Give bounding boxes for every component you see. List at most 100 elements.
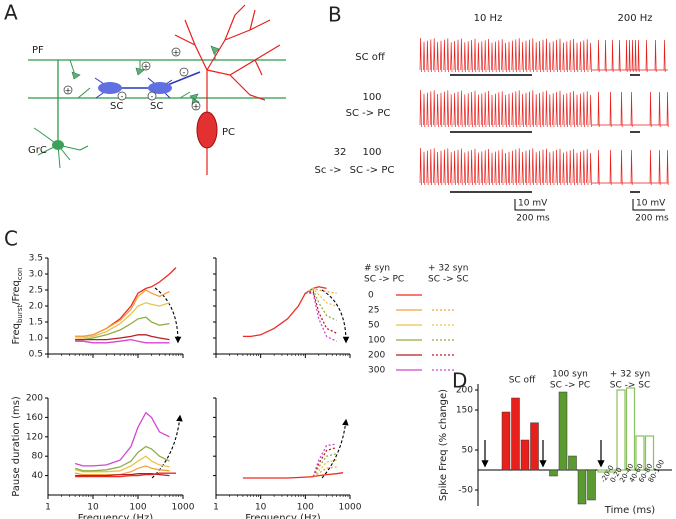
- bar: [577, 469, 587, 505]
- x-tick-label: 100: [297, 503, 314, 513]
- group-label: SC -> PC: [550, 381, 590, 391]
- synapse-sign: -: [151, 92, 154, 101]
- y-tick-label: 3.0: [29, 270, 44, 280]
- y-tick-label: 120: [26, 432, 43, 442]
- sign-circle: [191, 101, 201, 111]
- series-line: [74, 445, 170, 472]
- x-tick-label: 100: [129, 503, 146, 513]
- series-line: [312, 443, 337, 477]
- legend-label: 25: [368, 306, 379, 316]
- scale-label: 200 ms: [516, 214, 550, 224]
- row-label: 100: [362, 92, 381, 103]
- series-line: [305, 289, 337, 321]
- column-title: 200 Hz: [617, 13, 652, 24]
- row-label: 32: [334, 147, 347, 158]
- bar: [616, 389, 626, 471]
- y-tick-label: 200: [456, 386, 473, 396]
- row-label: SC -> PC: [350, 165, 395, 176]
- y-tick-label: 1.5: [29, 318, 43, 328]
- series-line: [75, 289, 170, 338]
- series-line: [74, 465, 170, 476]
- legend-label: 50: [368, 321, 380, 331]
- y-tick-label: 50: [462, 446, 474, 456]
- y-tick-label: 80: [32, 452, 44, 462]
- series-line: [75, 334, 170, 341]
- diagram-label: PC: [222, 127, 235, 138]
- synapse-sign: +: [143, 62, 150, 71]
- series-line: [312, 446, 337, 477]
- y-axis-label-part: burst: [16, 305, 24, 323]
- x-tick-label: 1: [45, 503, 51, 513]
- bar: [635, 435, 645, 471]
- legend-label: 200: [368, 351, 385, 361]
- y-tick-label: 2.0: [29, 302, 44, 312]
- y-tick-label: 150: [456, 406, 473, 416]
- bar: [549, 469, 558, 477]
- series-line: [312, 453, 337, 477]
- diagram-label: PF: [32, 45, 44, 56]
- sign-circle: [171, 47, 181, 57]
- legend-label: 300: [368, 366, 385, 376]
- x-tick-label: 1: [213, 503, 219, 513]
- row-label: SC off: [355, 52, 386, 63]
- diagram-label: SC: [110, 101, 123, 112]
- y-axis-label-part: /Freq: [11, 280, 22, 305]
- synapse-sign: +: [173, 48, 180, 57]
- synapse-sign: +: [193, 102, 200, 111]
- row-label: Sc ->: [314, 165, 341, 176]
- x-tick-label: 10: [87, 503, 99, 513]
- scale-label: 10 mV: [518, 199, 548, 209]
- series-line: [74, 455, 170, 473]
- bar: [644, 435, 655, 471]
- y-tick-label: 1.0: [29, 334, 44, 344]
- panel-label: A: [4, 1, 18, 25]
- panel-label: B: [328, 3, 342, 27]
- series-line: [312, 466, 337, 478]
- y-tick-label: 160: [26, 413, 43, 423]
- diagram-label: GrC: [28, 145, 47, 156]
- y-tick-label: 40: [32, 471, 44, 481]
- legend-title: + 32 syn: [428, 264, 468, 274]
- series-line: [75, 472, 176, 478]
- y-tick-label: 3.5: [29, 254, 43, 264]
- series-line: [304, 287, 337, 307]
- voltage-trace: [419, 147, 669, 186]
- y-tick-label: 0.5: [29, 350, 43, 360]
- series-line: [75, 316, 170, 341]
- y-tick-label: -50: [458, 486, 473, 496]
- x-axis-label: Frequency (Hz): [78, 513, 154, 519]
- legend-label: 100: [368, 336, 385, 346]
- bar: [520, 439, 530, 471]
- panel-label: D: [452, 369, 467, 393]
- y-axis-label: Freqburst/Freqcon: [11, 268, 24, 345]
- series-line: [312, 459, 337, 478]
- series-line: [242, 286, 327, 338]
- row-label: SC -> PC: [346, 108, 391, 119]
- series-line: [305, 292, 337, 342]
- x-tick-label: 1000: [172, 503, 195, 513]
- group-label: + 32 syn: [610, 370, 650, 380]
- bar: [606, 469, 617, 473]
- x-tick-label: 10: [255, 503, 267, 513]
- legend-title: # syn: [364, 264, 390, 274]
- sign-circle: [63, 85, 73, 95]
- scale-bar: [632, 199, 665, 211]
- bar: [625, 387, 636, 471]
- series-line: [75, 302, 170, 339]
- y-tick-label: 200: [26, 394, 43, 404]
- synapse-sign: -: [183, 68, 186, 77]
- series-line: [74, 411, 170, 467]
- x-tick-label: 1000: [339, 503, 362, 513]
- bar: [511, 397, 520, 471]
- series-line: [305, 290, 337, 334]
- bar: [587, 469, 596, 501]
- column-title: 10 Hz: [474, 13, 503, 24]
- y-axis-label: Spike Freq (% change): [438, 389, 449, 501]
- sign-circle: [179, 67, 189, 77]
- group-label: 100 syn: [552, 370, 588, 380]
- circuit-diagram: [28, 4, 286, 175]
- trend-arrows: [151, 287, 350, 479]
- legend-label: 0: [368, 291, 374, 301]
